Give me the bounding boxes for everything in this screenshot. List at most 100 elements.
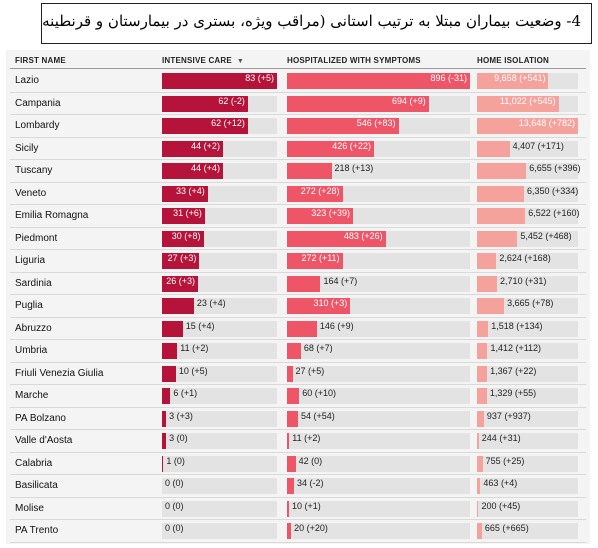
hosp-bar-track — [287, 163, 470, 179]
region-name: Molise — [15, 502, 44, 514]
home-bar-track — [477, 320, 578, 337]
header-home-isolation-label: HOME ISOLATION — [477, 56, 549, 65]
icu-bar — [162, 275, 199, 292]
header-first-name-label: FIRST NAME — [15, 56, 66, 65]
icu-bar — [162, 163, 223, 179]
icu-bar-track — [162, 388, 277, 404]
header-hospitalized[interactable]: HOSPITALIZED WITH SYMPTOMS — [287, 56, 421, 65]
table-row: Sardinia 26 (+3) 164 (+7) 2,710 (+31) — [6, 273, 590, 295]
icu-bar-track — [162, 95, 277, 112]
home-bar-track — [477, 478, 578, 494]
row-divider — [10, 541, 586, 543]
home-bar — [477, 275, 498, 292]
home-value-label: 4,407 (+171) — [512, 140, 564, 151]
region-name: Friuli Venezia Giulia — [15, 367, 104, 379]
home-bar — [477, 478, 481, 494]
home-bar — [477, 365, 488, 382]
region-name: Lazio — [15, 75, 39, 86]
row-divider — [10, 474, 586, 475]
home-value-label: 1,412 (+112) — [490, 343, 542, 353]
icu-bar — [162, 298, 194, 314]
region-name: Basilicata — [15, 480, 58, 491]
home-bar-track — [477, 208, 578, 224]
region-name: Piedmont — [15, 232, 58, 244]
icu-bar-track — [162, 343, 277, 359]
hosp-bar-track — [287, 73, 470, 89]
hosp-bar — [287, 230, 386, 247]
home-bar — [477, 388, 487, 404]
region-name: Umbria — [15, 345, 48, 356]
hosp-bar-track — [287, 478, 470, 494]
home-value-label: 2,710 (+31) — [500, 275, 547, 286]
home-value-label: 6,655 (+396) — [529, 163, 581, 173]
icu-bar — [162, 320, 183, 337]
hosp-bar-track — [287, 185, 470, 202]
home-bar — [477, 523, 482, 539]
hosp-bar — [287, 410, 299, 427]
home-bar-track — [477, 230, 578, 247]
table-row: Lombardy 62 (+12) 546 (+83) 13,648 (+782) — [6, 115, 590, 138]
home-value-label: 6,522 (+160) — [528, 208, 580, 218]
icu-bar-track — [162, 523, 277, 539]
region-name: Emilia Romagna — [15, 210, 89, 221]
icu-bar — [162, 73, 277, 89]
hosp-bar-track — [287, 388, 470, 404]
table-row: Puglia 23 (+4) 310 (+3) 3,665 (+78) — [6, 295, 590, 318]
icu-value-label: 27 (+3) — [167, 253, 197, 263]
table-row: Emilia Romagna 31 (+6) 323 (+39) 6,522 (+16… — [6, 205, 590, 228]
hosp-bar — [287, 185, 343, 202]
row-divider — [10, 249, 586, 250]
table-row: Veneto 33 (+4) 272 (+28) 6,350 (+334) — [6, 183, 590, 205]
hosp-value-label: 546 (+83) — [356, 118, 396, 128]
table-row: Umbria 11 (+2) 68 (+7) 1,412 (+112) — [6, 340, 590, 363]
home-bar — [477, 500, 479, 517]
hosp-bar — [287, 73, 470, 89]
home-bar — [477, 455, 483, 472]
home-value-label: 665 (+665) — [484, 523, 529, 533]
hosp-value-label: 310 (+3) — [313, 298, 348, 308]
hosp-value-label: 68 (+7) — [303, 343, 333, 353]
home-bar — [477, 320, 489, 337]
icu-value-label: 62 (-2) — [218, 95, 245, 106]
hosp-bar — [287, 163, 332, 179]
row-divider — [10, 181, 586, 183]
region-name: Lombardy — [15, 120, 60, 131]
icu-bar-track — [162, 298, 277, 314]
table-row: Campania 62 (-2) 694 (+9) 11,022 (+545) — [6, 93, 590, 115]
row-divider — [10, 159, 586, 160]
region-name: Sardinia — [15, 277, 52, 289]
icu-bar — [162, 230, 204, 247]
data-table: FIRST NAME INTENSIVE CARE ▼ HOSPITALIZED … — [6, 50, 590, 544]
header-hospitalized-label: HOSPITALIZED WITH SYMPTOMS — [287, 56, 421, 65]
home-bar — [477, 185, 524, 202]
sort-descending-icon[interactable]: ▼ — [236, 58, 245, 65]
home-bar-track — [477, 365, 578, 382]
table-row: Tuscany 44 (+4) 218 (+13) 6,655 (+396) — [6, 160, 590, 183]
icu-bar-track — [162, 478, 277, 494]
region-name: Tuscany — [15, 165, 53, 176]
hosp-bar-track — [287, 95, 470, 112]
home-bar — [477, 208, 526, 224]
header-intensive-care[interactable]: INTENSIVE CARE ▼ — [162, 56, 244, 65]
row-divider — [10, 496, 586, 498]
hosp-bar-track — [287, 140, 470, 157]
header-home-isolation[interactable]: HOME ISOLATION — [477, 56, 549, 65]
home-value-label: 1,329 (+55) — [489, 388, 537, 398]
hosp-bar-track — [287, 500, 470, 517]
home-value-label: 463 (+4) — [483, 478, 518, 488]
hosp-bar-track — [287, 118, 470, 134]
icu-value-label: 10 (+5) — [178, 365, 208, 376]
row-divider — [10, 384, 586, 385]
table-row: Friuli Venezia Giulia 10 (+5) 27 (+5) 1,367… — [6, 363, 590, 385]
row-divider — [10, 226, 586, 228]
row-divider — [10, 136, 586, 138]
hosp-value-label: 54 (+54) — [301, 410, 335, 421]
hosp-value-label: 272 (+11) — [301, 253, 340, 263]
row-divider — [10, 271, 586, 273]
hosp-bar — [287, 500, 290, 517]
title-box: 4- وضعیت بیماران مبتلا به ترتیب استانی (… — [41, 3, 592, 44]
icu-value-label: 0 (0) — [165, 523, 184, 533]
hosp-bar-track — [287, 253, 470, 269]
header-divider — [10, 68, 586, 69]
header-first-name[interactable]: FIRST NAME — [15, 56, 66, 65]
